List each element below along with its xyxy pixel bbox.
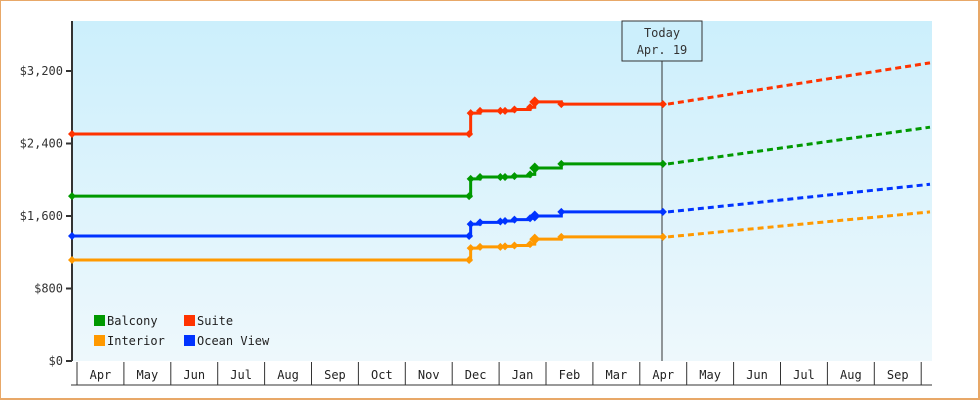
data-point — [510, 172, 519, 181]
legend-swatch — [94, 315, 105, 326]
data-point — [476, 106, 485, 115]
y-tick-label: $0 — [49, 354, 63, 368]
x-tick-label: Apr — [90, 368, 112, 382]
x-tick-label: Aug — [840, 368, 862, 382]
series-ocean-view — [68, 182, 931, 240]
data-point — [510, 241, 519, 250]
data-point — [529, 233, 541, 245]
data-point — [496, 217, 505, 226]
x-tick-label: Feb — [559, 368, 581, 382]
x-tick-label: Nov — [418, 368, 440, 382]
data-point — [557, 232, 566, 241]
data-point — [658, 100, 667, 109]
plot-area — [72, 21, 932, 361]
y-tick-label: $2,400 — [20, 137, 63, 151]
data-point — [496, 173, 505, 182]
legend: Balcony Suite Interior Ocean View — [94, 314, 270, 348]
data-point — [496, 242, 505, 251]
x-tick-label: Jul — [230, 368, 252, 382]
data-point — [68, 192, 76, 201]
x-tick-label: Jan — [512, 368, 534, 382]
data-point — [501, 106, 510, 115]
legend-item-ocean-view: Ocean View — [184, 334, 270, 348]
data-point — [557, 100, 566, 109]
data-point — [476, 242, 485, 251]
x-tick-label: Sep — [887, 368, 909, 382]
today-date-label: Apr. 19 — [637, 43, 688, 57]
data-point — [510, 105, 519, 114]
data-point — [658, 207, 667, 216]
data-point — [68, 231, 76, 240]
today-label-box — [621, 20, 703, 62]
legend-label: Interior — [107, 334, 165, 348]
series-suite — [68, 61, 931, 138]
legend-item-suite: Suite — [184, 314, 233, 328]
legend-label: Balcony — [107, 314, 158, 328]
data-point — [465, 231, 474, 240]
series-balcony — [68, 125, 931, 201]
x-tick-label: May — [699, 368, 721, 382]
legend-label: Ocean View — [197, 334, 270, 348]
series-lines — [68, 61, 931, 264]
forecast-line — [667, 210, 931, 239]
y-tick-label: $3,200 — [20, 64, 63, 78]
legend-item-balcony: Balcony — [94, 314, 158, 328]
today-label: Today — [644, 26, 680, 40]
legend-swatch — [184, 335, 195, 346]
legend-item-interior: Interior — [94, 334, 165, 348]
data-point — [465, 192, 474, 201]
forecast-line — [667, 125, 931, 166]
y-tick-label: $800 — [34, 282, 63, 296]
x-tick-label: May — [137, 368, 159, 382]
legend-label: Suite — [197, 314, 233, 328]
forecast-line — [667, 61, 931, 106]
data-point — [557, 207, 566, 216]
data-point — [501, 242, 510, 251]
data-point — [68, 255, 76, 264]
data-point — [466, 244, 475, 253]
data-point — [496, 106, 505, 115]
x-tick-label: Jun — [746, 368, 768, 382]
x-tick-label: Oct — [371, 368, 393, 382]
data-point — [476, 218, 485, 227]
data-point — [529, 96, 541, 108]
data-point — [476, 173, 485, 182]
series-interior — [68, 210, 931, 264]
x-tick-label: Apr — [652, 368, 674, 382]
legend-swatch — [94, 335, 105, 346]
data-point — [557, 159, 566, 168]
data-point — [466, 174, 475, 183]
x-tick-label: Sep — [324, 368, 346, 382]
data-point — [465, 129, 474, 138]
x-axis: Apr May Jun Jul Aug Sep Oct Nov Dec Jan Feb Mar Apr M… — [71, 362, 932, 386]
data-point — [658, 159, 667, 168]
y-axis: $0 $800 $1,600 $2,400 $3,200 — [20, 21, 73, 368]
data-point — [466, 220, 475, 229]
x-tick-label: Dec — [465, 368, 487, 382]
x-tick-label: Jul — [793, 368, 815, 382]
data-point — [68, 129, 76, 138]
data-point — [510, 215, 519, 224]
data-point — [529, 162, 541, 174]
x-tick-label: Aug — [277, 368, 299, 382]
forecast-line — [667, 182, 931, 214]
x-tick-label: Mar — [606, 368, 628, 382]
data-point — [658, 232, 667, 241]
y-tick-label: $1,600 — [20, 209, 63, 223]
data-point — [529, 210, 541, 222]
data-point — [501, 216, 510, 225]
data-point — [526, 170, 535, 179]
data-point — [501, 173, 510, 182]
data-point — [466, 109, 475, 118]
today-marker: Today Apr. 19 — [621, 20, 703, 361]
legend-swatch — [184, 315, 195, 326]
x-tick-label: Jun — [183, 368, 205, 382]
data-point — [526, 240, 535, 249]
data-point — [526, 103, 535, 112]
data-point — [465, 255, 474, 264]
